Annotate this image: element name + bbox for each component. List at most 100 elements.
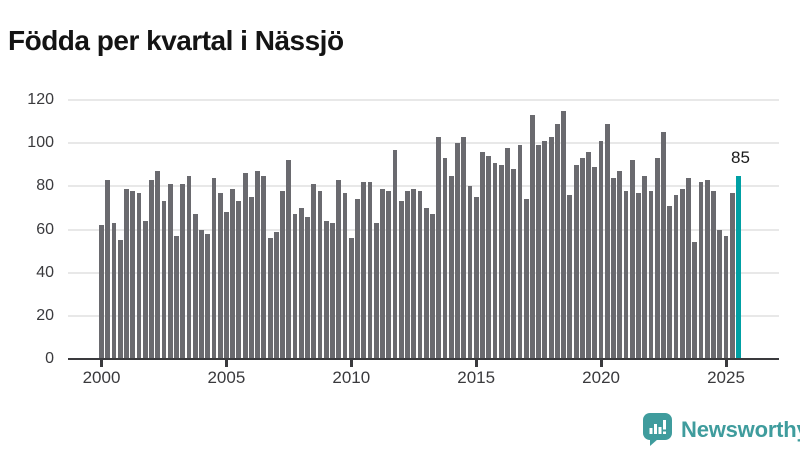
x-axis-tick-label: 2010	[332, 368, 371, 387]
bar	[211, 177, 217, 359]
bar	[273, 231, 279, 359]
bar	[704, 179, 710, 359]
bar	[186, 175, 192, 359]
bar	[573, 164, 579, 359]
bar	[598, 141, 604, 359]
bar	[242, 173, 248, 359]
bar	[180, 184, 186, 359]
x-axis-tick	[100, 360, 103, 367]
bar	[648, 190, 654, 359]
x-axis-tick-label: 2020	[582, 368, 620, 387]
bar	[486, 156, 492, 359]
bar	[517, 145, 523, 359]
bar	[530, 115, 535, 359]
bar	[317, 190, 323, 359]
bar	[629, 160, 635, 359]
bar	[592, 166, 598, 359]
bar	[411, 188, 417, 359]
bar	[105, 179, 111, 359]
x-axis-tick	[474, 360, 478, 367]
bar	[686, 177, 691, 359]
bar	[505, 147, 510, 359]
chart-title: Födda per kvartal i Nässjö	[8, 24, 344, 56]
x-axis-tick-label: 2005	[207, 368, 246, 387]
bar	[567, 194, 573, 359]
x-axis-tick-label: 2015	[457, 368, 496, 387]
bar	[492, 162, 498, 359]
bar	[642, 175, 648, 359]
bar	[286, 160, 292, 359]
bar	[136, 192, 142, 359]
bar	[398, 201, 404, 359]
x-axis-tick	[349, 360, 353, 367]
x-axis-tick	[599, 360, 603, 367]
bar	[386, 190, 392, 359]
bar	[442, 158, 448, 359]
bar	[717, 229, 723, 359]
bar	[142, 220, 148, 359]
bar	[311, 184, 317, 359]
highlighted-bar	[736, 175, 741, 359]
bar	[99, 225, 104, 359]
x-axis-line	[68, 358, 779, 360]
bar	[579, 158, 585, 359]
bar	[330, 223, 335, 359]
bar	[111, 223, 117, 359]
bar	[130, 190, 136, 359]
bar	[348, 238, 354, 359]
bar	[261, 175, 267, 359]
newsworthy-logo-text: Newsworthy	[681, 416, 800, 442]
bar	[342, 192, 348, 359]
bar	[267, 238, 273, 359]
bar	[405, 190, 410, 359]
bar	[199, 229, 204, 359]
bar	[336, 179, 342, 359]
bar	[536, 145, 542, 359]
bar	[305, 216, 310, 359]
y-axis-tick-label: 80	[36, 177, 54, 195]
y-axis-tick-label: 60	[36, 220, 54, 238]
bar	[280, 190, 285, 359]
bar	[448, 175, 454, 359]
bar	[430, 214, 435, 359]
bar	[124, 188, 129, 359]
bar	[473, 197, 479, 359]
bar	[361, 182, 367, 359]
bar	[554, 123, 560, 359]
bar	[224, 212, 229, 359]
bar	[167, 184, 173, 359]
bar	[654, 158, 660, 359]
bar	[161, 201, 167, 359]
bar	[711, 190, 716, 359]
bar	[292, 214, 298, 359]
gridline-y-40	[68, 271, 779, 274]
bar	[323, 220, 329, 359]
bar	[523, 199, 529, 359]
newsworthy-logo[interactable]: Newsworthy	[643, 413, 800, 446]
gridline-y-100	[68, 142, 779, 145]
bar	[679, 188, 685, 359]
bar	[355, 199, 360, 359]
bar	[192, 214, 198, 359]
bar	[174, 235, 179, 359]
bar-chart-speech-bubble-icon	[643, 413, 672, 446]
bar	[636, 192, 641, 359]
bar	[667, 205, 673, 359]
bar	[155, 171, 161, 359]
bar	[498, 164, 504, 359]
bar	[298, 207, 304, 359]
x-axis-tick	[724, 360, 728, 367]
bar	[617, 171, 623, 359]
bar	[723, 235, 729, 359]
bar	[661, 132, 666, 359]
x-axis-tick-label: 2025	[707, 368, 745, 387]
bar	[461, 136, 467, 359]
bar	[467, 186, 473, 359]
bar	[417, 190, 423, 359]
gridline-y-60	[68, 228, 779, 231]
bar	[729, 192, 735, 359]
bar	[205, 233, 211, 359]
y-axis-tick-label: 40	[36, 263, 54, 281]
bar	[692, 242, 698, 359]
bar	[623, 190, 629, 359]
